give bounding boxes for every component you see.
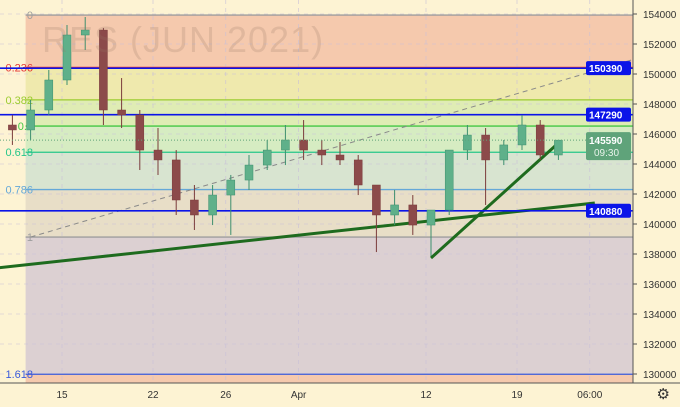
price-tick-label: 144000 [643, 160, 677, 171]
candle-body [226, 179, 236, 196]
candle-body [353, 159, 363, 186]
candle-body [372, 184, 381, 216]
candle-body [80, 29, 90, 36]
price-axis [633, 0, 680, 407]
candle-body [481, 134, 490, 161]
fib-band [25, 67, 634, 100]
fib-band [25, 152, 634, 190]
time-tick-label: 12 [420, 390, 432, 401]
fib-level-label: 0.786 [5, 185, 33, 197]
candle-body [244, 164, 254, 181]
time-tick-label: 15 [56, 390, 68, 401]
price-tick-label: 132000 [643, 340, 677, 351]
candle-body [153, 149, 163, 161]
candle-body [62, 34, 72, 81]
price-tick-label: 146000 [643, 130, 677, 141]
candle-body [135, 114, 145, 151]
price-tick-label: 152000 [643, 40, 677, 51]
candle-body [171, 159, 181, 201]
price-tick-label: 148000 [643, 100, 677, 111]
price-level-badge-label: 150390 [589, 64, 623, 75]
candle-body [8, 124, 17, 131]
price-tick-label: 136000 [643, 280, 677, 291]
fib-level-label: 1.618 [5, 369, 33, 381]
candle-body [99, 29, 108, 111]
price-tick-label: 150000 [643, 70, 677, 81]
candle-body [317, 149, 327, 156]
price-level-badge-label: 140880 [589, 207, 623, 218]
fib-level-label: 0.618 [5, 147, 33, 159]
price-level-badge [586, 61, 631, 76]
fib-band [25, 15, 634, 68]
price-tick-label: 130000 [643, 370, 677, 381]
candle-body [390, 204, 399, 216]
price-tick-label: 134000 [643, 310, 677, 321]
price-level-badge-label: 147290 [589, 111, 623, 122]
price-tick-label: 140000 [643, 220, 677, 231]
fib-level-label: 1 [27, 232, 33, 244]
price-tick-label: 138000 [643, 250, 677, 261]
price-level-badge [586, 203, 631, 218]
time-tick-label: 19 [511, 390, 523, 401]
candle-body [463, 134, 472, 151]
candle-body [444, 149, 454, 211]
candle-body [190, 199, 199, 216]
time-tick-label: 06:00 [577, 390, 602, 401]
candle-body [426, 209, 436, 226]
candle-body [517, 124, 527, 146]
candle-body [117, 109, 126, 116]
time-tick-label: 26 [220, 390, 232, 401]
candle-body [208, 194, 217, 216]
fib-level-label: 0 [27, 10, 33, 22]
trendline [0, 201, 595, 270]
fib-band [25, 189, 634, 238]
fib-band [25, 237, 634, 375]
trendline [429, 141, 560, 260]
candle-body [44, 79, 54, 111]
candle-body [262, 149, 272, 166]
price-tick-label: 154000 [643, 10, 677, 21]
candle-body [335, 154, 345, 161]
time-tick-label: Apr [291, 390, 307, 401]
last-price-badge [586, 132, 631, 161]
candle-body [554, 139, 563, 156]
candle-body [408, 204, 418, 226]
candle-body [26, 109, 35, 131]
candle-body [299, 139, 308, 151]
time-tick-label: 22 [147, 390, 159, 401]
symbol-watermark: RES (JUN 2021) [42, 19, 325, 60]
settings-gear-icon[interactable]: ⚙ [656, 386, 670, 403]
fib-band [25, 374, 634, 383]
price-level-badge [586, 107, 631, 122]
last-price-label: 145590 [589, 136, 623, 147]
fib-band [25, 126, 634, 153]
time-axis [0, 383, 680, 407]
bar-countdown-label: 09:30 [594, 148, 619, 159]
candle-body [499, 144, 509, 161]
price-tick-label: 142000 [643, 190, 677, 201]
fib-level-label: 0.382 [5, 95, 33, 107]
candle-body [281, 139, 290, 151]
